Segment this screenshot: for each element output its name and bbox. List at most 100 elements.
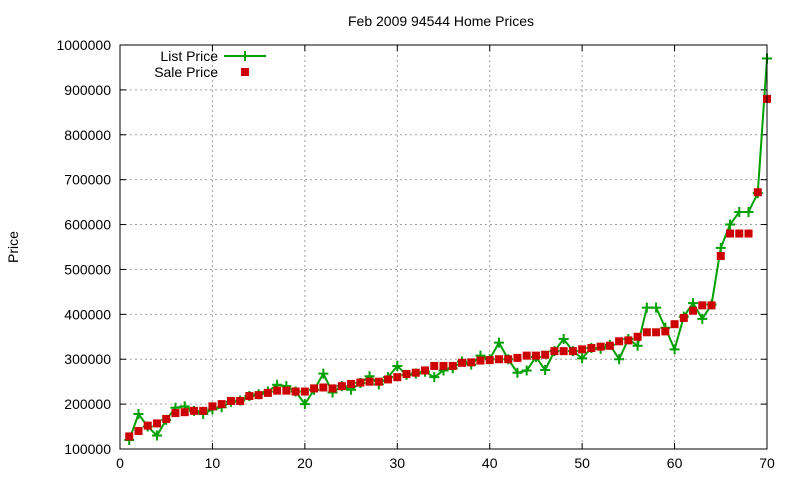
sale-price-point — [661, 327, 670, 336]
sale-price-point — [559, 347, 568, 356]
y-tick-label: 700000 — [64, 172, 111, 188]
sale-price-point — [254, 391, 263, 400]
sale-price-point — [171, 409, 180, 418]
x-tick-label: 10 — [205, 455, 221, 471]
sale-price-point — [642, 328, 651, 337]
sale-price-point — [615, 337, 624, 346]
sale-price-point — [310, 384, 319, 393]
x-tick-label: 20 — [297, 455, 313, 471]
sale-price-point — [494, 355, 503, 364]
list-price-point — [540, 364, 551, 375]
sale-price-point — [365, 377, 374, 386]
list-price-point — [734, 206, 745, 217]
legend-square-marker — [241, 68, 249, 76]
legend-label-list-price: List Price — [160, 48, 218, 64]
sale-price-point — [125, 432, 134, 441]
sale-price-point — [587, 344, 596, 352]
sale-price-point — [134, 427, 143, 436]
sale-price-point — [670, 320, 679, 329]
y-tick-label: 500000 — [64, 261, 111, 277]
series-group — [124, 53, 772, 446]
list-price-point — [392, 360, 403, 371]
y-tick-label: 1000000 — [56, 37, 111, 53]
sale-price-point — [513, 353, 522, 362]
x-tick-label: 60 — [667, 455, 683, 471]
x-tick-label: 0 — [116, 455, 124, 471]
sale-price-point — [735, 229, 744, 238]
sale-price-point — [467, 358, 476, 367]
sale-price-point — [282, 386, 291, 395]
sale-price-point — [596, 342, 605, 351]
sale-price-point — [180, 408, 189, 417]
sale-price-point — [421, 366, 430, 375]
list-price-point — [715, 242, 726, 253]
sale-price-point — [347, 379, 356, 388]
list-price-point — [688, 298, 699, 309]
sale-price-point — [356, 378, 365, 387]
sale-price-point — [245, 392, 254, 401]
sale-price-point — [319, 383, 328, 392]
sale-price-point — [273, 386, 282, 395]
sale-price-point — [402, 370, 411, 379]
sale-price-point — [550, 347, 559, 356]
legend: List Price Sale Price — [154, 48, 266, 80]
x-tick-label: 30 — [389, 455, 405, 471]
sale-price-point — [236, 396, 245, 405]
sale-price-point — [605, 341, 614, 350]
sale-price-point — [328, 384, 337, 393]
sale-price-point — [624, 336, 633, 345]
sale-price-point — [162, 414, 171, 423]
sale-price-point — [504, 355, 513, 364]
sale-price-point — [707, 301, 716, 310]
sale-price-point — [531, 351, 540, 360]
sale-price-point — [541, 350, 550, 359]
list-price-point — [641, 302, 652, 313]
y-tick-label: 200000 — [64, 396, 111, 412]
list-price-point — [521, 365, 532, 376]
chart-title: Feb 2009 94544 Home Prices — [348, 13, 534, 29]
y-tick-label: 800000 — [64, 127, 111, 143]
list-price-point — [558, 334, 569, 345]
sale-price-point — [143, 421, 152, 430]
sale-price-point — [384, 375, 393, 384]
list-price-point — [743, 206, 754, 217]
sale-price-point — [189, 406, 198, 415]
y-tick-label: 300000 — [64, 351, 111, 367]
axis-ticks: 0 10 20 30 40 50 60 70 100000 200000 300000 400000 5… — [56, 37, 775, 471]
sale-price-point — [457, 358, 466, 367]
sale-price-point — [578, 345, 587, 354]
list-price-point — [669, 344, 680, 355]
sale-price-point — [374, 377, 383, 386]
y-axis-label: Price — [5, 231, 21, 263]
x-tick-label: 40 — [482, 455, 498, 471]
y-tick-label: 600000 — [64, 217, 111, 233]
sale-price-point — [689, 306, 698, 315]
sale-price-point — [263, 388, 272, 397]
sale-price-point — [226, 396, 235, 405]
sale-price-point — [199, 406, 208, 415]
legend-plus-marker — [240, 51, 250, 61]
list-price-point — [697, 313, 708, 324]
sale-price-point — [393, 373, 402, 382]
sale-price-point — [448, 361, 457, 370]
list-price-point — [493, 337, 504, 348]
legend-label-sale-price: Sale Price — [154, 64, 218, 80]
sale-price-point — [633, 332, 642, 341]
list-price-point — [512, 367, 523, 378]
sale-price-point — [744, 229, 753, 238]
list-price-point — [318, 368, 329, 379]
list-price-point — [632, 340, 643, 351]
grid — [120, 45, 767, 449]
sale-price-point — [430, 361, 439, 370]
sale-price-point — [476, 356, 485, 365]
sale-price-point — [208, 402, 217, 411]
sale-price-point — [485, 356, 494, 365]
list-price-point — [577, 353, 588, 364]
sale-price-point — [753, 188, 762, 197]
sale-price-point — [568, 347, 577, 356]
list-price-point — [651, 302, 662, 313]
list-price-point — [299, 399, 310, 410]
sale-price-point — [411, 368, 420, 377]
list-price-point — [429, 372, 440, 383]
